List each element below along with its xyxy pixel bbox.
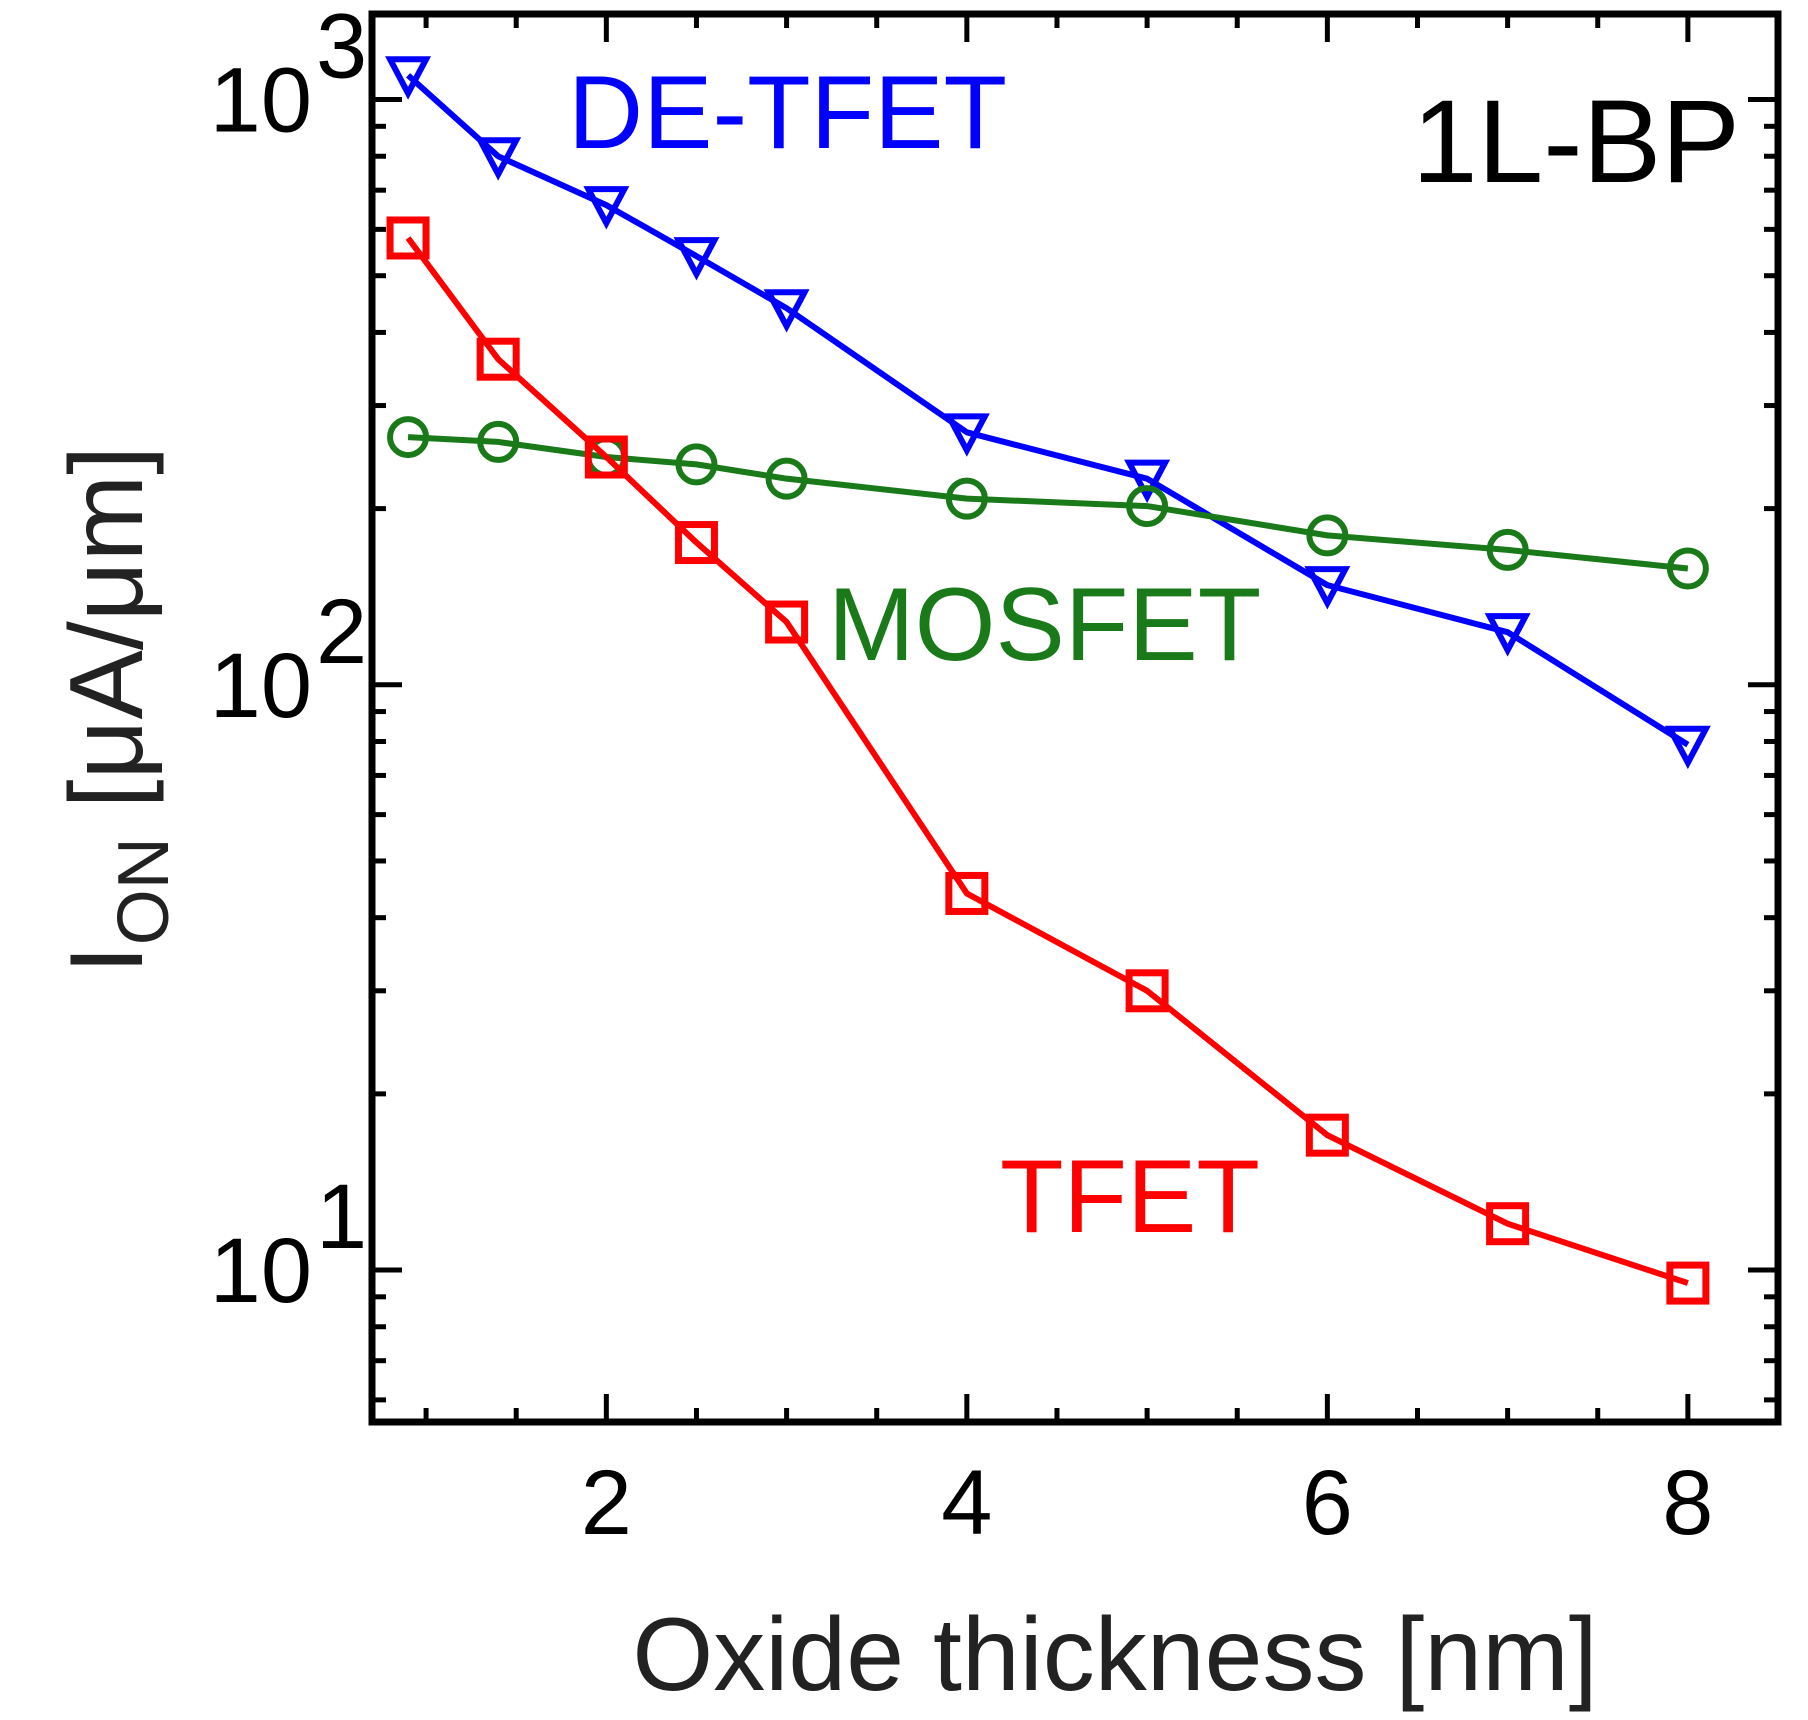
data-point-mosfet (1666, 547, 1709, 590)
data-point-tfet (1666, 1261, 1710, 1305)
x-axis-title: Oxide thickness [nm] (632, 1597, 1597, 1713)
x-tick-label: 8 (1662, 1452, 1713, 1554)
data-point-mosfet (765, 457, 808, 500)
y-tick-label-base: 10 (210, 50, 312, 152)
series-label-de-tfet: DE-TFET (568, 55, 1007, 171)
data-point-de-tfet (583, 186, 630, 230)
data-point-de-tfet (1124, 459, 1171, 504)
series-line-tfet (405, 236, 1689, 1286)
panel-label: 1L-BP (1412, 76, 1740, 208)
x-tick-label: 6 (1302, 1452, 1353, 1554)
data-point-mosfet (945, 477, 988, 520)
y-axis-title-main: I (49, 945, 165, 974)
data-point-de-tfet (385, 56, 432, 100)
data-point-mosfet (387, 416, 430, 459)
data-point-tfet (945, 871, 989, 915)
series-label-tfet: TFET (1000, 1139, 1260, 1255)
x-tick-label: 2 (581, 1452, 632, 1554)
series-layer (385, 56, 1711, 1305)
y-tick-label: 10 (210, 50, 312, 152)
data-point-de-tfet (1484, 613, 1531, 657)
x-tick-label: 4 (941, 1452, 992, 1554)
data-point-tfet (476, 337, 520, 381)
y-tick-label: 10 (210, 1220, 312, 1322)
data-point-tfet (584, 435, 628, 479)
y-tick-label: 10 (210, 635, 312, 737)
y-tick-label-exponent: 3 (316, 0, 367, 98)
y-tick-label-base: 10 (210, 635, 312, 737)
plot-frame (368, 10, 1782, 1426)
series-mosfet (387, 416, 1709, 590)
data-point-tfet (1305, 1113, 1349, 1157)
data-point-mosfet (1486, 528, 1529, 571)
data-point-de-tfet (673, 237, 720, 281)
data-point-tfet (1486, 1202, 1530, 1246)
data-point-tfet (674, 521, 718, 565)
data-point-mosfet (477, 420, 520, 463)
data-point-de-tfet (763, 289, 810, 333)
y-axis-title: ION [μA/μm] (49, 446, 184, 974)
series-tfet (386, 216, 1710, 1305)
data-point-de-tfet (943, 413, 990, 457)
series-label-mosfet: MOSFET (828, 567, 1261, 683)
y-tick-label-exponent: 1 (316, 1166, 367, 1268)
data-point-tfet (1125, 969, 1169, 1013)
y-axis-title-subscript: ON (104, 837, 184, 945)
data-point-de-tfet (1304, 566, 1351, 610)
series-line-de-tfet (406, 73, 1690, 748)
data-point-mosfet (675, 443, 718, 486)
series-line-mosfet (407, 434, 1689, 572)
y-tick-label-base: 10 (210, 1220, 312, 1322)
series-de-tfet (385, 56, 1711, 770)
data-point-tfet (765, 600, 809, 644)
y-tick-label-exponent: 2 (316, 581, 367, 683)
data-point-mosfet (1306, 514, 1349, 557)
data-point-tfet (386, 216, 430, 260)
data-point-mosfet (1126, 485, 1169, 528)
x-tick-labels: 2 4 6 8 (581, 1452, 1714, 1554)
data-point-de-tfet (1664, 725, 1711, 770)
data-point-de-tfet (475, 137, 522, 181)
y-axis-title-unit: [μA/μm] (49, 446, 165, 837)
